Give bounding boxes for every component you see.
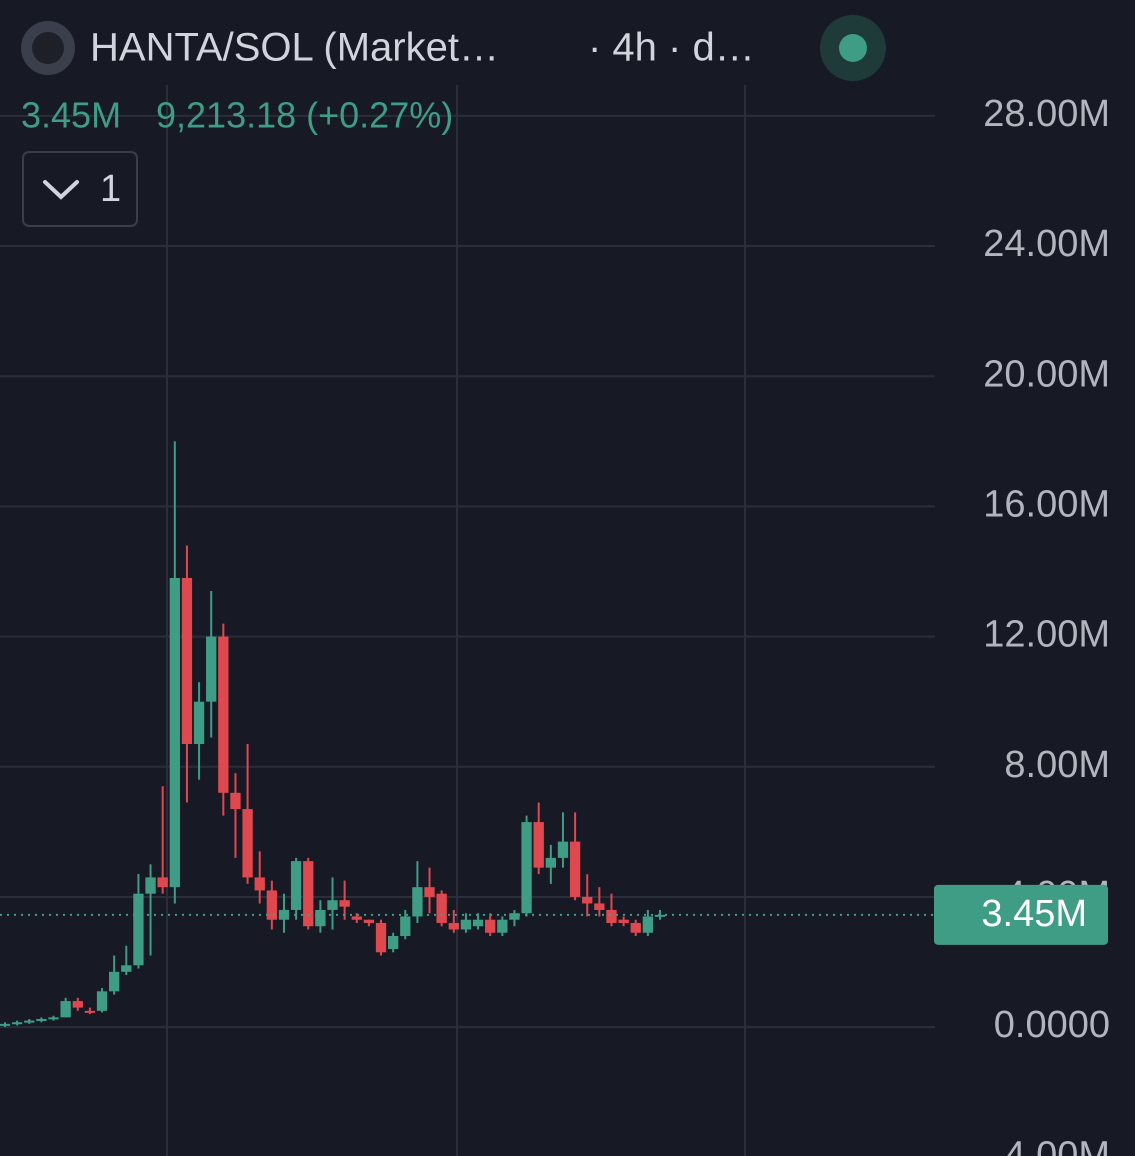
toggle-button[interactable] [22, 151, 138, 227]
indicator-count: 1 [100, 168, 121, 210]
candle-body [412, 887, 423, 917]
y-tick-label: -4.00M [992, 1134, 1110, 1156]
candle-body [133, 893, 144, 966]
candle-body [218, 636, 229, 793]
candle-body [339, 900, 350, 907]
candle-body [0, 1023, 11, 1026]
candle-body [582, 896, 593, 904]
last-price-box [934, 884, 1108, 945]
candle-body [436, 893, 447, 923]
y-axis: 28.00M24.00M20.00M16.00M12.00M8.00M4.00M… [934, 93, 1110, 1156]
candle-body [448, 922, 459, 930]
last-value: 3.45M [21, 95, 121, 136]
candle-body [242, 809, 253, 878]
candle-body [96, 991, 108, 1011]
candle-body [327, 900, 338, 910]
candle-body [375, 922, 387, 953]
candle-body [630, 922, 641, 933]
candle-body [315, 909, 326, 927]
change-value: 9,213.18 (+0.27%) [156, 95, 453, 136]
candle-body [266, 890, 278, 920]
y-tick-label: 8.00M [1004, 744, 1110, 786]
y-tick-label: 20.00M [983, 353, 1110, 395]
candle-body [121, 965, 132, 972]
candle-body [303, 861, 314, 927]
candle-body [84, 1010, 96, 1013]
token-icon-inner [32, 32, 64, 64]
candle-body [569, 841, 581, 897]
candle-body [472, 919, 484, 927]
candle-body [181, 578, 193, 744]
candle-body [290, 861, 302, 910]
candle-body [557, 841, 569, 858]
y-tick-label: 0.0000 [994, 1004, 1110, 1046]
candle-body [169, 578, 180, 888]
candle-body [72, 1001, 83, 1008]
candle-body [230, 792, 241, 810]
candle-body [387, 935, 399, 950]
candle-body [145, 877, 156, 894]
candle-body [521, 822, 532, 914]
vertical-grid [166, 85, 746, 1156]
candle-body [618, 919, 629, 923]
candle-body [278, 909, 290, 920]
candle-body [24, 1020, 35, 1023]
candle-body [351, 916, 362, 920]
candle-body [485, 919, 496, 933]
candle-body [60, 1001, 71, 1018]
y-tick-label: 24.00M [983, 223, 1110, 265]
candle-body [193, 701, 205, 744]
candle-body [545, 857, 556, 868]
candle-body [424, 887, 435, 897]
candle-body [400, 916, 411, 936]
candle-body [157, 877, 168, 888]
chart-subtitle: · 4h · d… [588, 26, 755, 70]
candle-body [254, 877, 265, 891]
indicator-toggle[interactable]: 1 [22, 151, 138, 227]
candle-body [594, 903, 605, 910]
candle-body [460, 919, 472, 930]
candle-body [48, 1017, 59, 1020]
y-tick-label: 28.00M [983, 93, 1110, 135]
candle-body [36, 1018, 47, 1021]
candle-body [11, 1022, 23, 1025]
candle-body [363, 919, 375, 923]
grid [0, 114, 935, 1029]
candle-body [509, 913, 520, 920]
y-tick-label: 12.00M [983, 614, 1110, 656]
candle-body [206, 636, 217, 702]
header: HANTA/SOL (Market… · 4h · d… 3.45M 9,213… [21, 15, 886, 227]
candle-body [606, 909, 617, 923]
candle-body [497, 919, 508, 933]
candle-body [109, 971, 120, 992]
last-price-label: 3.45M [981, 893, 1087, 935]
status-dot [839, 34, 867, 62]
chevron-icon [43, 180, 79, 200]
candles [0, 441, 935, 1028]
candle-body [533, 822, 544, 868]
chart-title: HANTA/SOL (Market… [90, 26, 499, 70]
candle-body [642, 916, 654, 933]
y-tick-label: 16.00M [983, 483, 1110, 525]
